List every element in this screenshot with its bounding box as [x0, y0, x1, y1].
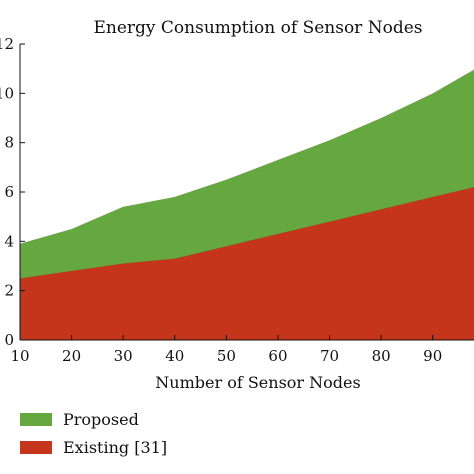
x-tick-label: 20: [62, 347, 81, 365]
legend-label: Proposed: [63, 410, 139, 429]
y-tick-label: 2: [4, 282, 14, 300]
y-tick-label: 6: [4, 183, 14, 201]
x-tick-label: 90: [423, 347, 442, 365]
x-axis-label: Number of Sensor Nodes: [155, 373, 360, 392]
y-tick-label: 12: [0, 35, 14, 53]
x-tick-label: 60: [268, 347, 287, 365]
legend: Proposed Existing [31]: [20, 410, 167, 457]
legend-swatch: [20, 441, 52, 454]
x-axis-ticks: 10 20 30 40 50 60 70 80 90: [10, 335, 442, 365]
x-tick-label: 40: [165, 347, 184, 365]
y-tick-label: 4: [4, 232, 14, 250]
x-tick-label: 80: [372, 347, 391, 365]
x-tick-label: 30: [114, 347, 133, 365]
x-tick-label: 50: [217, 347, 236, 365]
area-series-group: [20, 69, 474, 340]
legend-swatch: [20, 413, 52, 426]
y-tick-label: 10: [0, 84, 14, 102]
x-tick-label: 10: [10, 347, 29, 365]
area-series-existing: [20, 187, 474, 340]
chart-title: Energy Consumption of Sensor Nodes: [93, 18, 422, 38]
legend-label: Existing [31]: [63, 438, 167, 457]
y-tick-label: 0: [4, 331, 14, 349]
x-tick-label: 70: [320, 347, 339, 365]
y-tick-label: 8: [4, 134, 14, 152]
y-axis-ticks: 0 2 4 6 8 10 12: [0, 35, 25, 349]
